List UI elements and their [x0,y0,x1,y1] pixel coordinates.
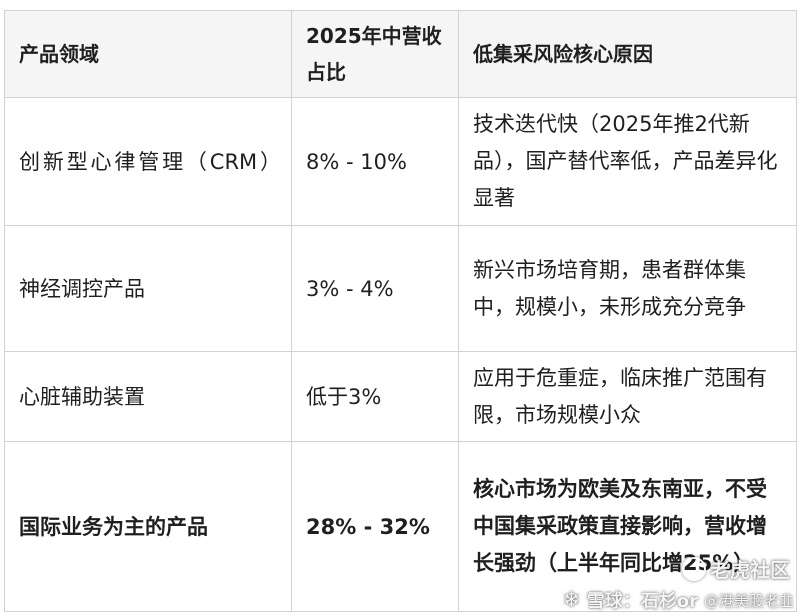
cell-reason: 技术迭代快（2025年推2代新品），国产替代率低，产品差异化显著 [458,97,797,226]
cell-share: 28% - 32% [291,441,459,612]
header-revenue-share: 2025年中营收占比 [291,10,459,98]
cell-share: 低于3% [291,351,459,442]
cell-domain: 心脏辅助装置 [4,351,292,442]
header-product-domain: 产品领域 [4,10,292,98]
table-row: 神经调控产品 3% - 4% 新兴市场培育期，患者群体集中，规模小，未形成充分竞… [4,225,797,352]
cell-share: 8% - 10% [291,97,459,226]
cell-domain: 创新型心律管理（CRM） [4,97,292,226]
cell-share: 3% - 4% [291,225,459,352]
cell-reason: 核心市场为欧美及东南亚，不受中国集采政策直接影响，营收增长强劲（上半年同比增25… [458,441,797,612]
cell-domain: 神经调控产品 [4,225,292,352]
table-header-row: 产品领域 2025年中营收占比 低集采风险核心原因 [4,10,797,98]
table-row: 创新型心律管理（CRM） 8% - 10% 技术迭代快（2025年推2代新品），… [4,97,797,226]
domain-text: 创新型心律管理（CRM） [19,149,281,174]
table-row: 国际业务为主的产品 28% - 32% 核心市场为欧美及东南亚，不受中国集采政策… [4,441,797,612]
risk-table: 产品领域 2025年中营收占比 低集采风险核心原因 创新型心律管理（CRM） 8… [4,10,797,612]
cell-reason: 应用于危重症，临床推广范围有限，市场规模小众 [458,351,797,442]
header-reason: 低集采风险核心原因 [458,10,797,98]
cell-reason: 新兴市场培育期，患者群体集中，规模小，未形成充分竞争 [458,225,797,352]
table-row: 心脏辅助装置 低于3% 应用于危重症，临床推广范围有限，市场规模小众 [4,351,797,442]
cell-domain: 国际业务为主的产品 [4,441,292,612]
